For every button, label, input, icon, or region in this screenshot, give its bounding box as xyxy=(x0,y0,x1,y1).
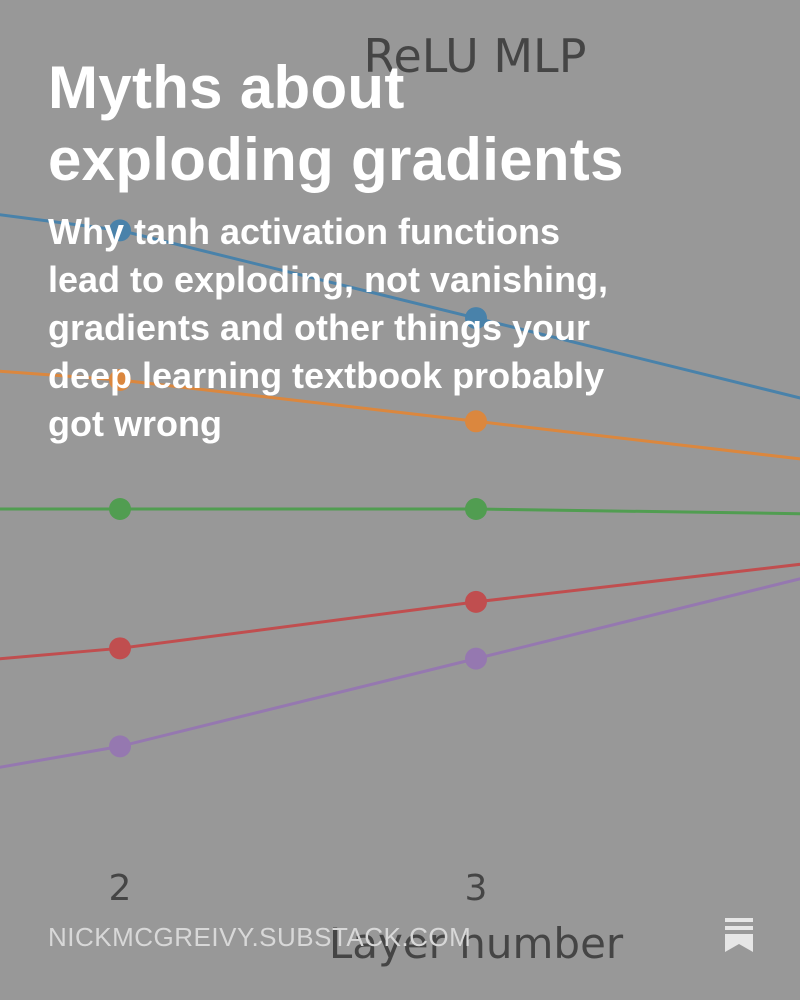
chart-series-group xyxy=(0,213,800,769)
post-subtitle: Why tanh activation functions lead to ex… xyxy=(48,211,609,444)
card-text-overlay: Myths about exploding gradients Why tanh… xyxy=(48,52,648,448)
publication-domain[interactable]: NICKMCGREIVY.SUBSTACK.COM xyxy=(48,922,472,952)
x-axis-label: Layer number xyxy=(329,919,624,968)
series-5-point-3 xyxy=(465,647,487,670)
post-title: Myths about exploding gradients xyxy=(48,54,624,193)
series-3-point-2 xyxy=(109,498,131,520)
series-1-point-2 xyxy=(109,219,131,242)
series-4-point-2 xyxy=(109,637,131,660)
series-line-1 xyxy=(0,213,800,400)
series-2-point-2 xyxy=(109,369,131,391)
series-line-2 xyxy=(0,369,800,461)
x-tick-label: 2 xyxy=(109,868,132,909)
series-2-point-3 xyxy=(465,410,487,433)
series-line-3 xyxy=(0,507,800,516)
series-5-point-2 xyxy=(109,735,131,758)
series-line-5 xyxy=(0,577,800,769)
series-4-point-3 xyxy=(465,590,487,613)
x-tick-label: 3 xyxy=(465,868,488,909)
chart-title: ReLU MLP xyxy=(364,29,587,83)
series-3-point-3 xyxy=(465,498,487,520)
series-line-4 xyxy=(0,562,800,661)
series-1-point-3 xyxy=(465,307,487,330)
substack-bookmark-icon[interactable] xyxy=(725,918,753,952)
